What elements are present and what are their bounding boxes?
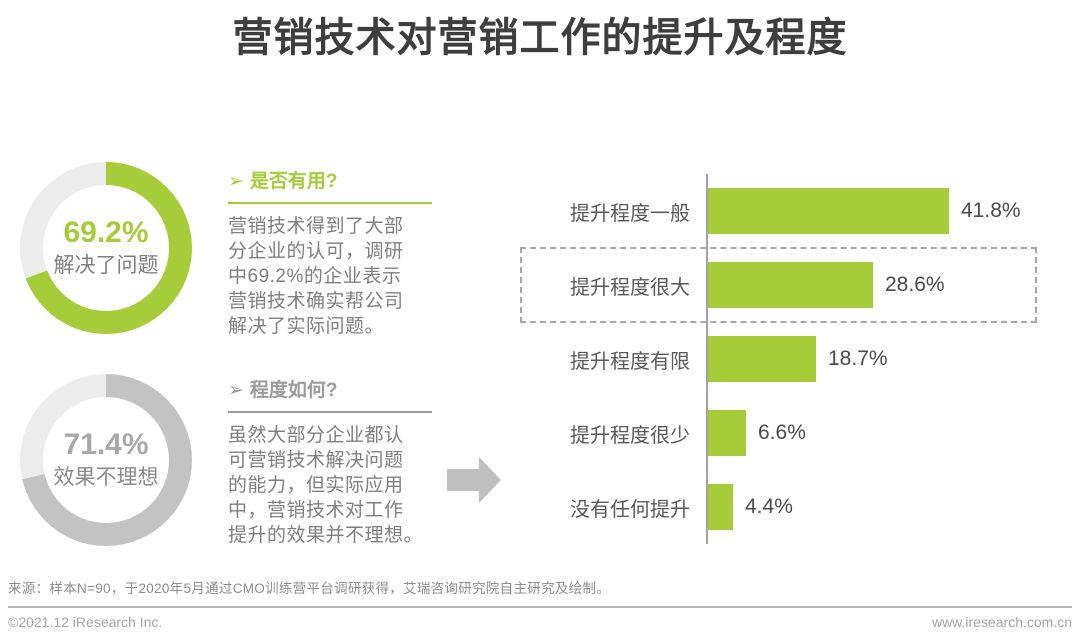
note-heading-text: 是否有用? bbox=[249, 171, 338, 192]
source-note: 来源：样本N=90，于2020年5月通过CMO训练营平台调研获得，艾瑞咨询研究院… bbox=[8, 581, 611, 596]
footer-website: www.iresearch.com.cn bbox=[931, 614, 1072, 630]
bar-category-label: 没有任何提升 bbox=[570, 498, 690, 521]
bar-row: 提升程度很少 6.6% bbox=[520, 396, 1068, 470]
note-body: 虽然大部分企业都认 可营销技术解决问题 的能力，但实际应用 中，营销技术对工作 … bbox=[228, 425, 424, 546]
donut-hole bbox=[43, 397, 169, 523]
bar-category-label: 提升程度很大 bbox=[570, 276, 690, 299]
footer-divider bbox=[8, 606, 1072, 608]
bar-value-label: 18.7% bbox=[828, 347, 888, 370]
bar-category-label: 提升程度一般 bbox=[570, 202, 690, 225]
bar bbox=[708, 410, 746, 456]
donut-caption: 解决了问题 bbox=[53, 254, 159, 277]
note-block-degree: ➢ 程度如何? 虽然大部分企业都认 可营销技术解决问题 的能力，但实际应用 中，营… bbox=[228, 379, 432, 548]
bar bbox=[708, 262, 873, 308]
y-axis-line bbox=[706, 174, 708, 544]
note-heading: ➢ 程度如何? bbox=[228, 379, 432, 413]
bar bbox=[708, 188, 949, 234]
donut-value: 69.2% bbox=[63, 216, 149, 249]
bar-row: 没有任何提升 4.4% bbox=[520, 470, 1068, 544]
note-block-usefulness: ➢ 是否有用? 营销技术得到了大部 分企业的认可，调研 中69.2%的企业表示 营… bbox=[228, 170, 432, 339]
bar-value-label: 4.4% bbox=[745, 495, 793, 518]
note-heading: ➢ 是否有用? bbox=[228, 170, 432, 204]
highlight-dashed-box bbox=[520, 247, 1037, 323]
donut-hole bbox=[43, 185, 169, 311]
bar-row: 提升程度有限 18.7% bbox=[520, 322, 1068, 396]
arrowhead-icon: ➢ bbox=[228, 380, 244, 401]
bar-value-label: 28.6% bbox=[885, 273, 945, 296]
bar-category-label: 提升程度很少 bbox=[570, 424, 690, 447]
donut-value: 71.4% bbox=[63, 428, 149, 461]
donut-center-text: 69.2% 解决了问题 bbox=[20, 162, 192, 334]
bar bbox=[708, 484, 733, 530]
bar bbox=[708, 336, 816, 382]
donut-chart-effect-unsatisfactory: 71.4% 效果不理想 bbox=[20, 374, 192, 546]
footer-copyright: ©2021.12 iResearch Inc. bbox=[8, 614, 163, 630]
bar-rows: 提升程度一般 41.8% 提升程度很大 28.6% 提升程度有限 18.7% 提升程度很少 6… bbox=[520, 174, 1068, 546]
note-heading-text: 程度如何? bbox=[249, 380, 338, 401]
bar-value-label: 6.6% bbox=[758, 421, 806, 444]
donut-chart-problem-solved: 69.2% 解决了问题 bbox=[20, 162, 192, 334]
bar-chart: 提升程度一般 41.8% 提升程度很大 28.6% 提升程度有限 18.7% 提升程度很少 6… bbox=[520, 174, 1068, 546]
donut-center-text: 71.4% 效果不理想 bbox=[20, 374, 192, 546]
page-title: 营销技术对营销工作的提升及程度 bbox=[232, 16, 848, 60]
bar-row: 提升程度一般 41.8% bbox=[520, 174, 1068, 248]
right-arrow-icon bbox=[447, 457, 501, 503]
donut-caption: 效果不理想 bbox=[53, 466, 159, 489]
bar-row: 提升程度很大 28.6% bbox=[520, 248, 1068, 322]
arrowhead-icon: ➢ bbox=[228, 171, 244, 192]
note-body: 营销技术得到了大部 分企业的认可，调研 中69.2%的企业表示 营销技术确实帮公… bbox=[228, 216, 404, 337]
bar-value-label: 41.8% bbox=[961, 199, 1021, 222]
bar-category-label: 提升程度有限 bbox=[570, 350, 690, 373]
